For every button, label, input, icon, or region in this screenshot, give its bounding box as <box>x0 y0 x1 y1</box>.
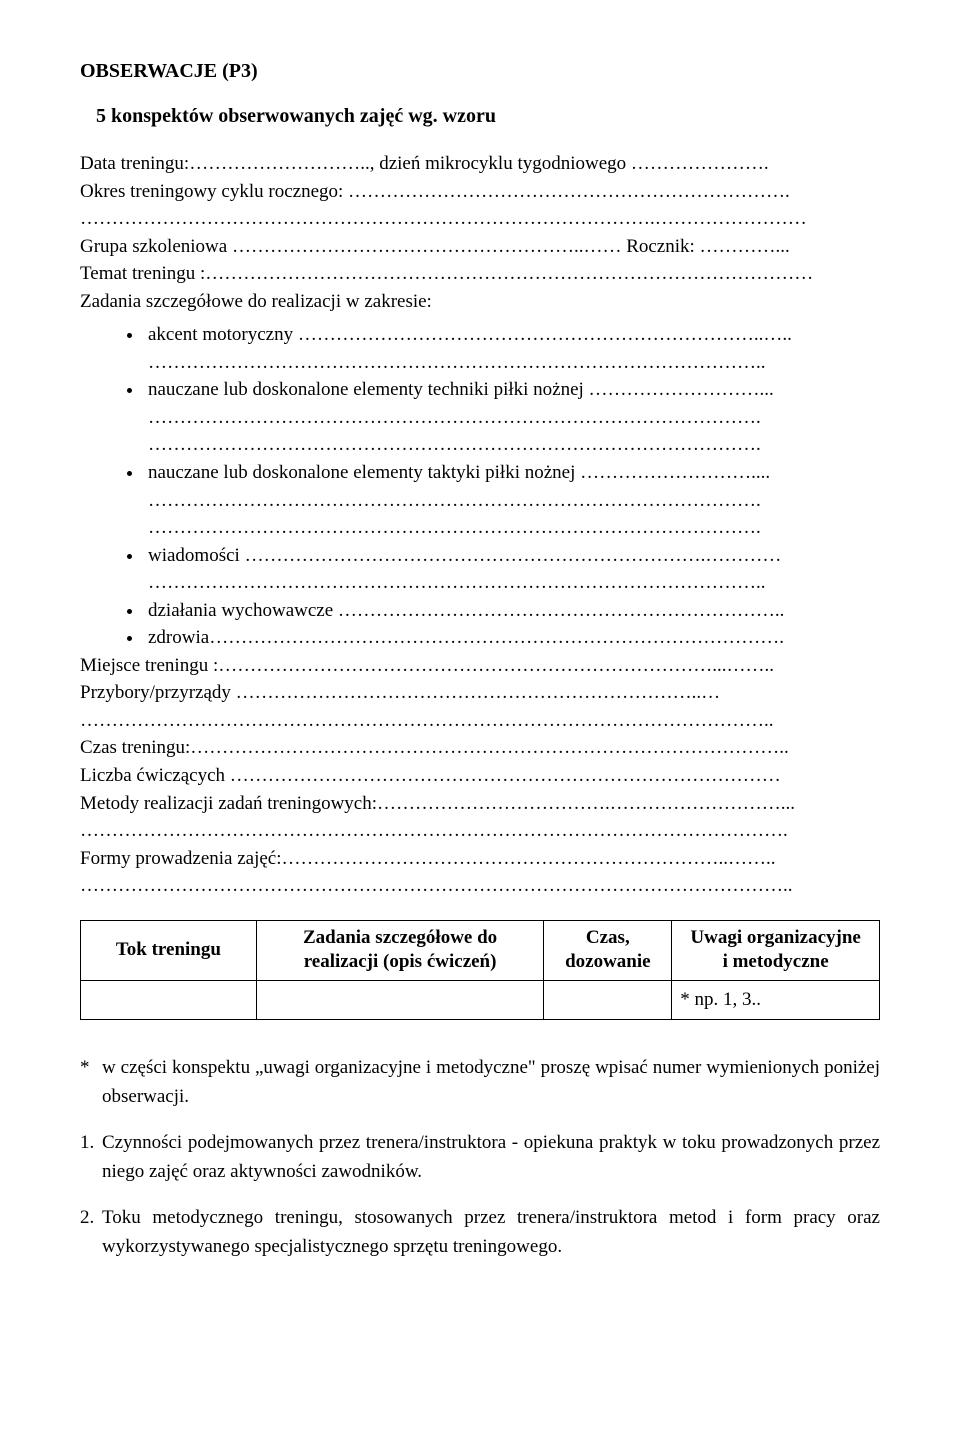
th-uwagi-l1: Uwagi organizacyjne <box>690 927 860 948</box>
field-temat: Temat treningu :………………………………………………………………… <box>80 260 880 288</box>
th-zadania-l2: realizacji (opis ćwiczeń) <box>304 951 497 972</box>
cell-czas <box>544 981 672 1020</box>
bullet-dzialania: działania wychowawcze ………………………………………………… <box>144 597 880 625</box>
note-2-text: Toku metodycznego treningu, stosowanych … <box>102 1204 880 1261</box>
bullet-taktyka: nauczane lub doskonalone elementy taktyk… <box>144 459 880 487</box>
cell-tok <box>81 981 257 1020</box>
field-grupa: Grupa szkoleniowa ………………………………………………..……… <box>80 233 880 261</box>
table-header-row: Tok treningu Zadania szczegółowe do real… <box>81 920 880 980</box>
page-title: OBSERWACJE (P3) <box>80 60 880 83</box>
page: OBSERWACJE (P3) 5 konspektów obserwowany… <box>0 0 960 1433</box>
cell-uwagi: * np. 1, 3.. <box>672 981 880 1020</box>
bullet-wiadomosci: wiadomości ……………………………………………………………….………… <box>144 542 880 570</box>
bullet-wiadomosci-cont: …………………………………………………………………………………….. <box>80 569 880 597</box>
note-2-marker: 2. <box>80 1204 102 1261</box>
field-formy: Formy prowadzenia zajęć:…………………………………………… <box>80 845 880 873</box>
cell-zadania <box>256 981 544 1020</box>
table-row: * np. 1, 3.. <box>81 981 880 1020</box>
note-star-text: w części konspektu „uwagi organizacyjne … <box>102 1054 880 1111</box>
note-2: 2. Toku metodycznego treningu, stosowany… <box>80 1204 880 1261</box>
field-okres: Okres treningowy cyklu rocznego: …………………… <box>80 178 880 206</box>
field-data-treningu: Data treningu:……………………….., dzień mikrocy… <box>80 150 880 178</box>
bullet-zdrowia: zdrowia………………………………………………………………………………. <box>144 624 880 652</box>
th-czas-l2: dozowanie <box>565 951 651 972</box>
field-miejsce: Miejsce treningu :…………………………………………………………… <box>80 652 880 680</box>
field-czas: Czas treningu:……………………………………………………………………… <box>80 734 880 762</box>
note-1-text: Czynności podejmowanych przez trenera/in… <box>102 1129 880 1186</box>
field-zadania-label: Zadania szczegółowe do realizacji w zakr… <box>80 288 880 316</box>
th-zadania: Zadania szczegółowe do realizacji (opis … <box>256 920 544 980</box>
field-liczba: Liczba ćwiczących …………………………………………………………… <box>80 762 880 790</box>
note-1: 1. Czynności podejmowanych przez trenera… <box>80 1129 880 1186</box>
note-1-marker: 1. <box>80 1129 102 1186</box>
field-formy-cont: ………………………………………………………………………………………………….. <box>80 872 880 900</box>
bullet-technika-cont2: ……………………………………………………………………………………. <box>80 431 880 459</box>
field-okres-cont: ……………………………………………………………………………….…………………… <box>80 205 880 233</box>
page-subtitle: 5 konspektów obserwowanych zajęć wg. wzo… <box>96 105 880 128</box>
th-zadania-l1: Zadania szczegółowe do <box>303 927 497 948</box>
bullet-taktyka-cont1: ……………………………………………………………………………………. <box>80 487 880 515</box>
field-przybory-cont: ……………………………………………………………………………………………….. <box>80 707 880 735</box>
bullet-akcent: akcent motoryczny …………………………………………………………… <box>144 321 880 349</box>
note-star-marker: * <box>80 1054 102 1111</box>
note-star: * w części konspektu „uwagi organizacyjn… <box>80 1054 880 1111</box>
bullet-technika-cont1: ……………………………………………………………………………………. <box>80 404 880 432</box>
bullet-taktyka-cont2: ……………………………………………………………………………………. <box>80 514 880 542</box>
field-metody-cont: …………………………………………………………………………………………………. <box>80 817 880 845</box>
th-uwagi-l2: i metodyczne <box>723 951 829 972</box>
th-czas-l1: Czas, <box>586 927 630 948</box>
th-uwagi: Uwagi organizacyjne i metodyczne <box>672 920 880 980</box>
training-table: Tok treningu Zadania szczegółowe do real… <box>80 920 880 1020</box>
bullet-akcent-cont: …………………………………………………………………………………….. <box>80 349 880 377</box>
notes: * w części konspektu „uwagi organizacyjn… <box>80 1054 880 1261</box>
th-tok: Tok treningu <box>81 920 257 980</box>
bullets: akcent motoryczny …………………………………………………………… <box>80 321 880 652</box>
th-czas: Czas, dozowanie <box>544 920 672 980</box>
bullet-technika: nauczane lub doskonalone elementy techni… <box>144 376 880 404</box>
field-przybory: Przybory/przyrządy ………………………………………………………… <box>80 679 880 707</box>
field-metody: Metody realizacji zadań treningowych:………… <box>80 790 880 818</box>
